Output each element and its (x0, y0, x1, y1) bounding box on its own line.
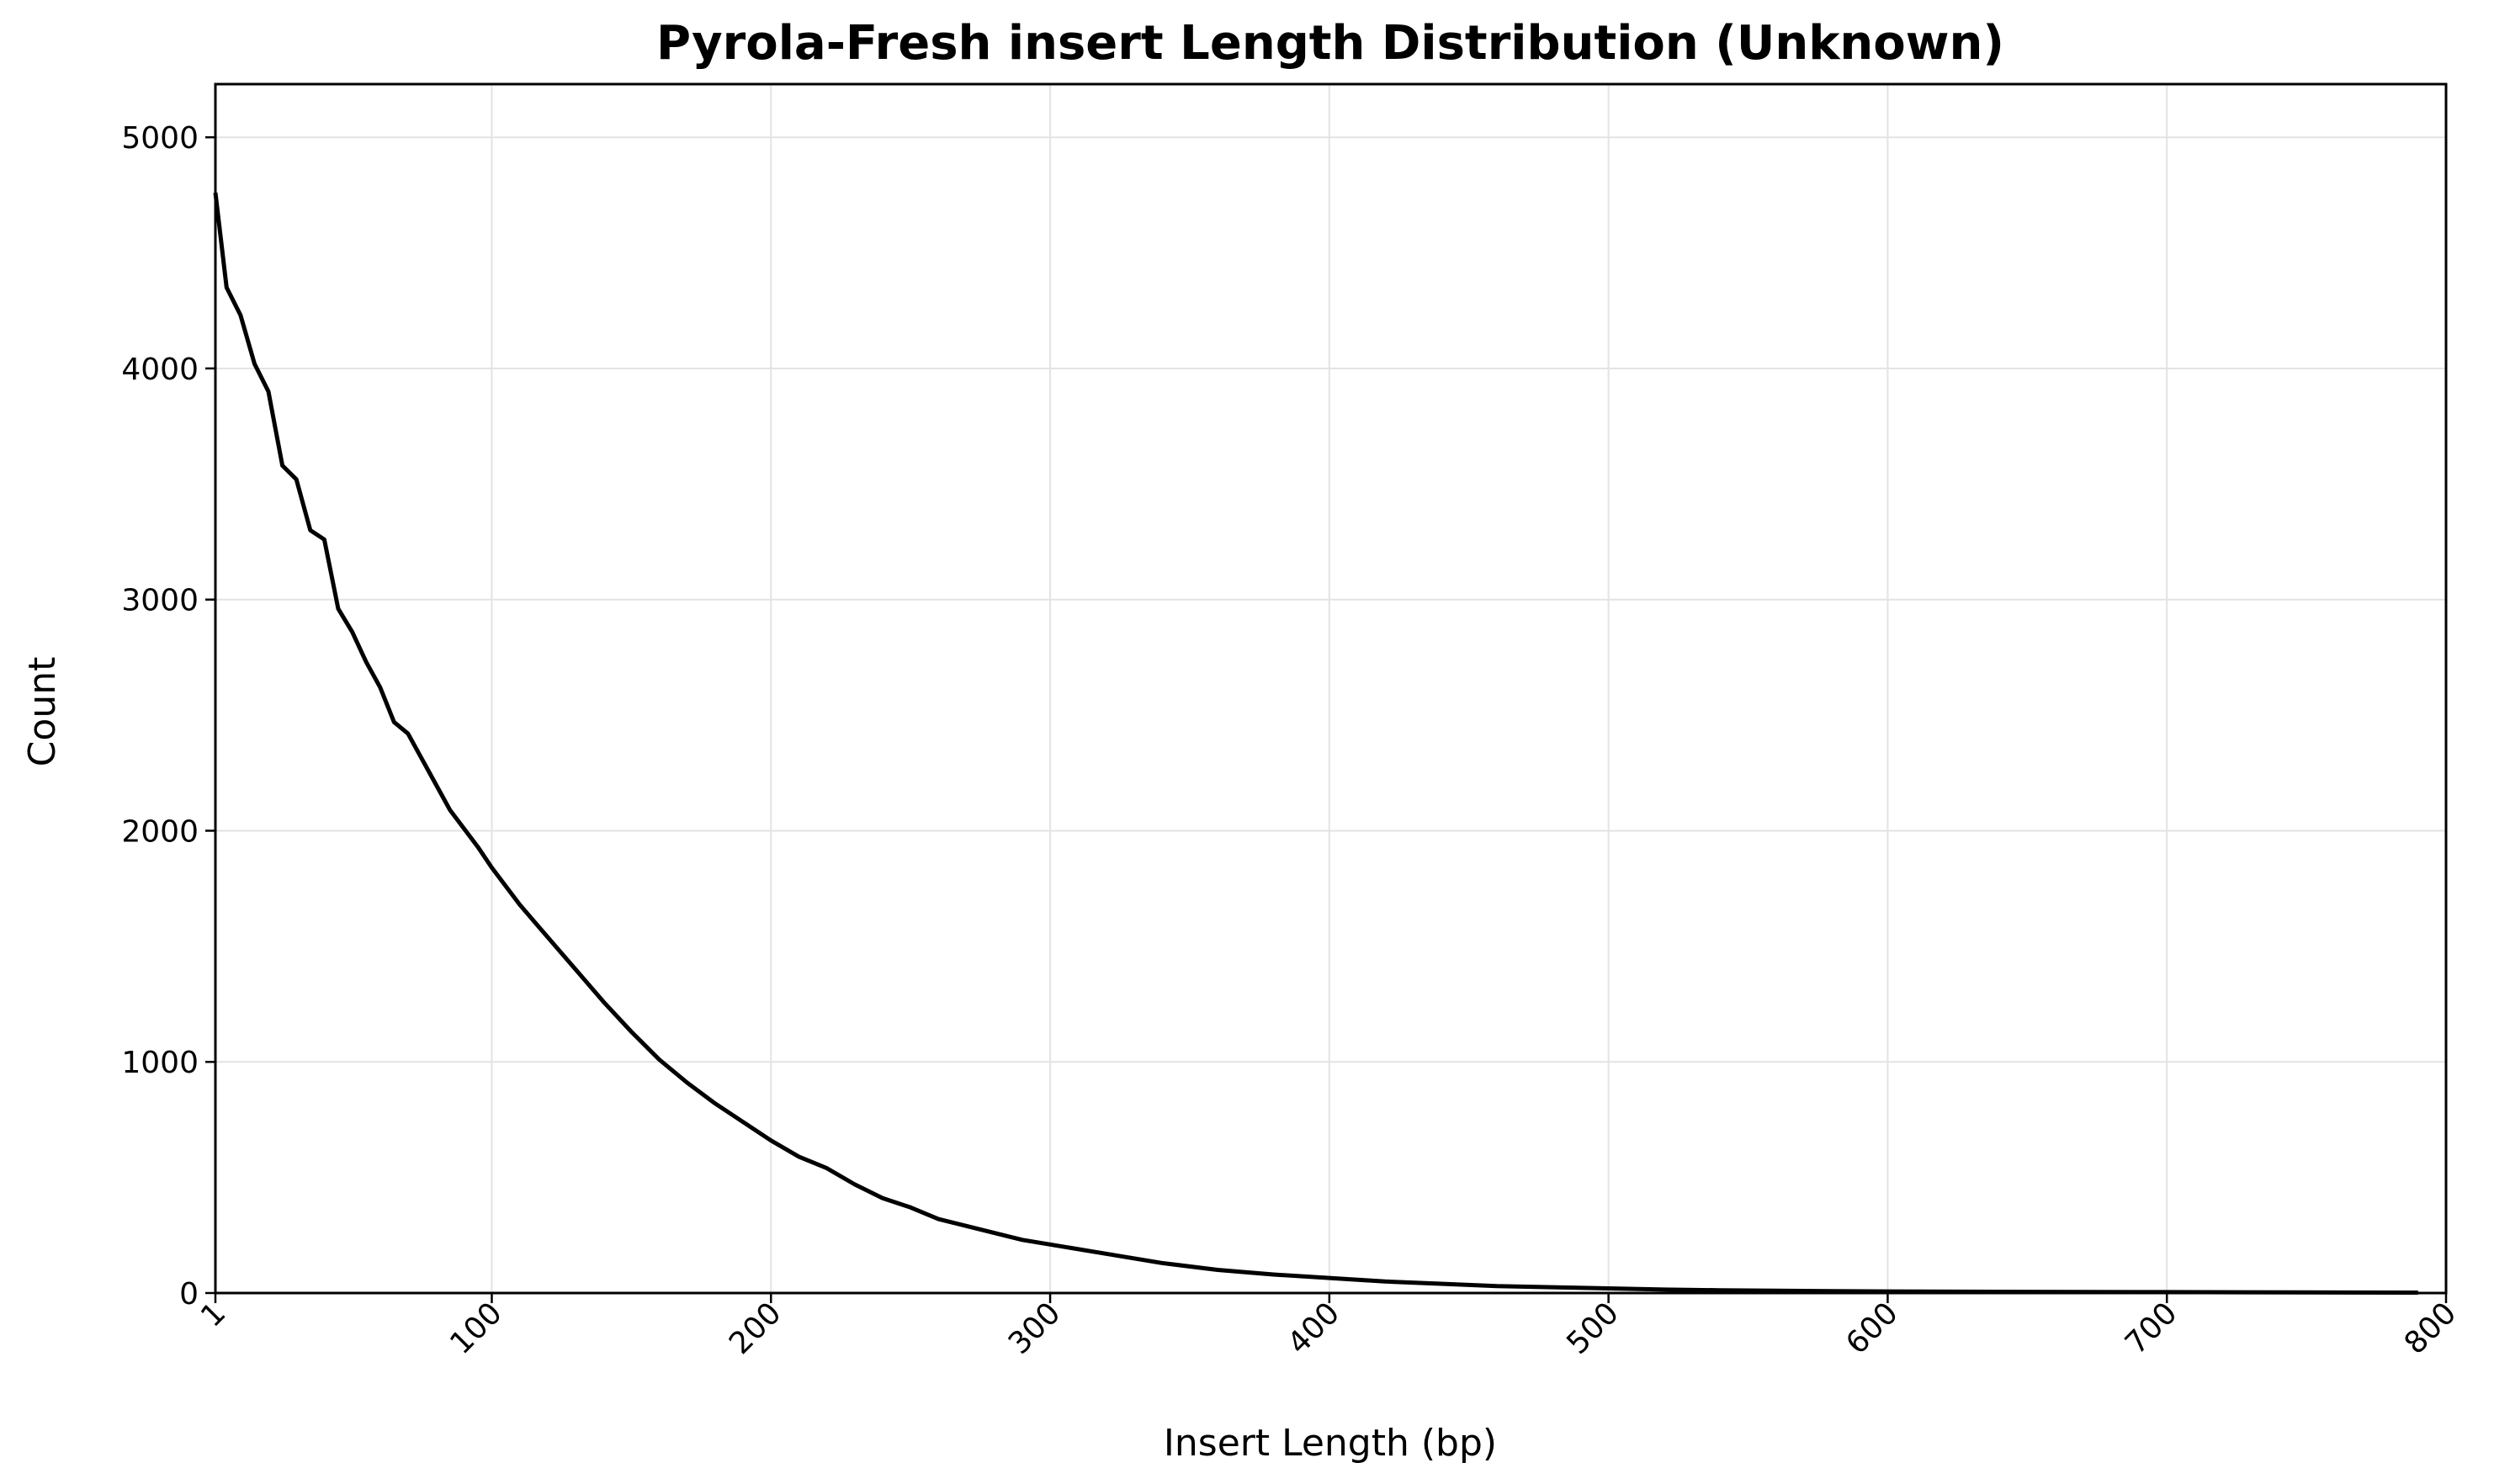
y-tick-label: 1000 (121, 1046, 199, 1080)
y-tick-label: 0 (179, 1277, 199, 1312)
y-tick-label: 4000 (121, 352, 199, 387)
y-axis-ticks: 0 1000 2000 3000 4000 5000 (121, 121, 215, 1312)
y-tick-label: 2000 (121, 814, 199, 849)
y-tick-label: 5000 (121, 121, 199, 156)
plot-frame (214, 82, 2448, 1295)
chart-title: Pyrola-Fresh insert Length Distribution … (656, 16, 2004, 71)
x-axis-label: Insert Length (bp) (1164, 1422, 1497, 1465)
y-axis-label: Count (21, 657, 64, 767)
series-line (213, 192, 2418, 1295)
y-tick-label: 3000 (121, 584, 199, 618)
